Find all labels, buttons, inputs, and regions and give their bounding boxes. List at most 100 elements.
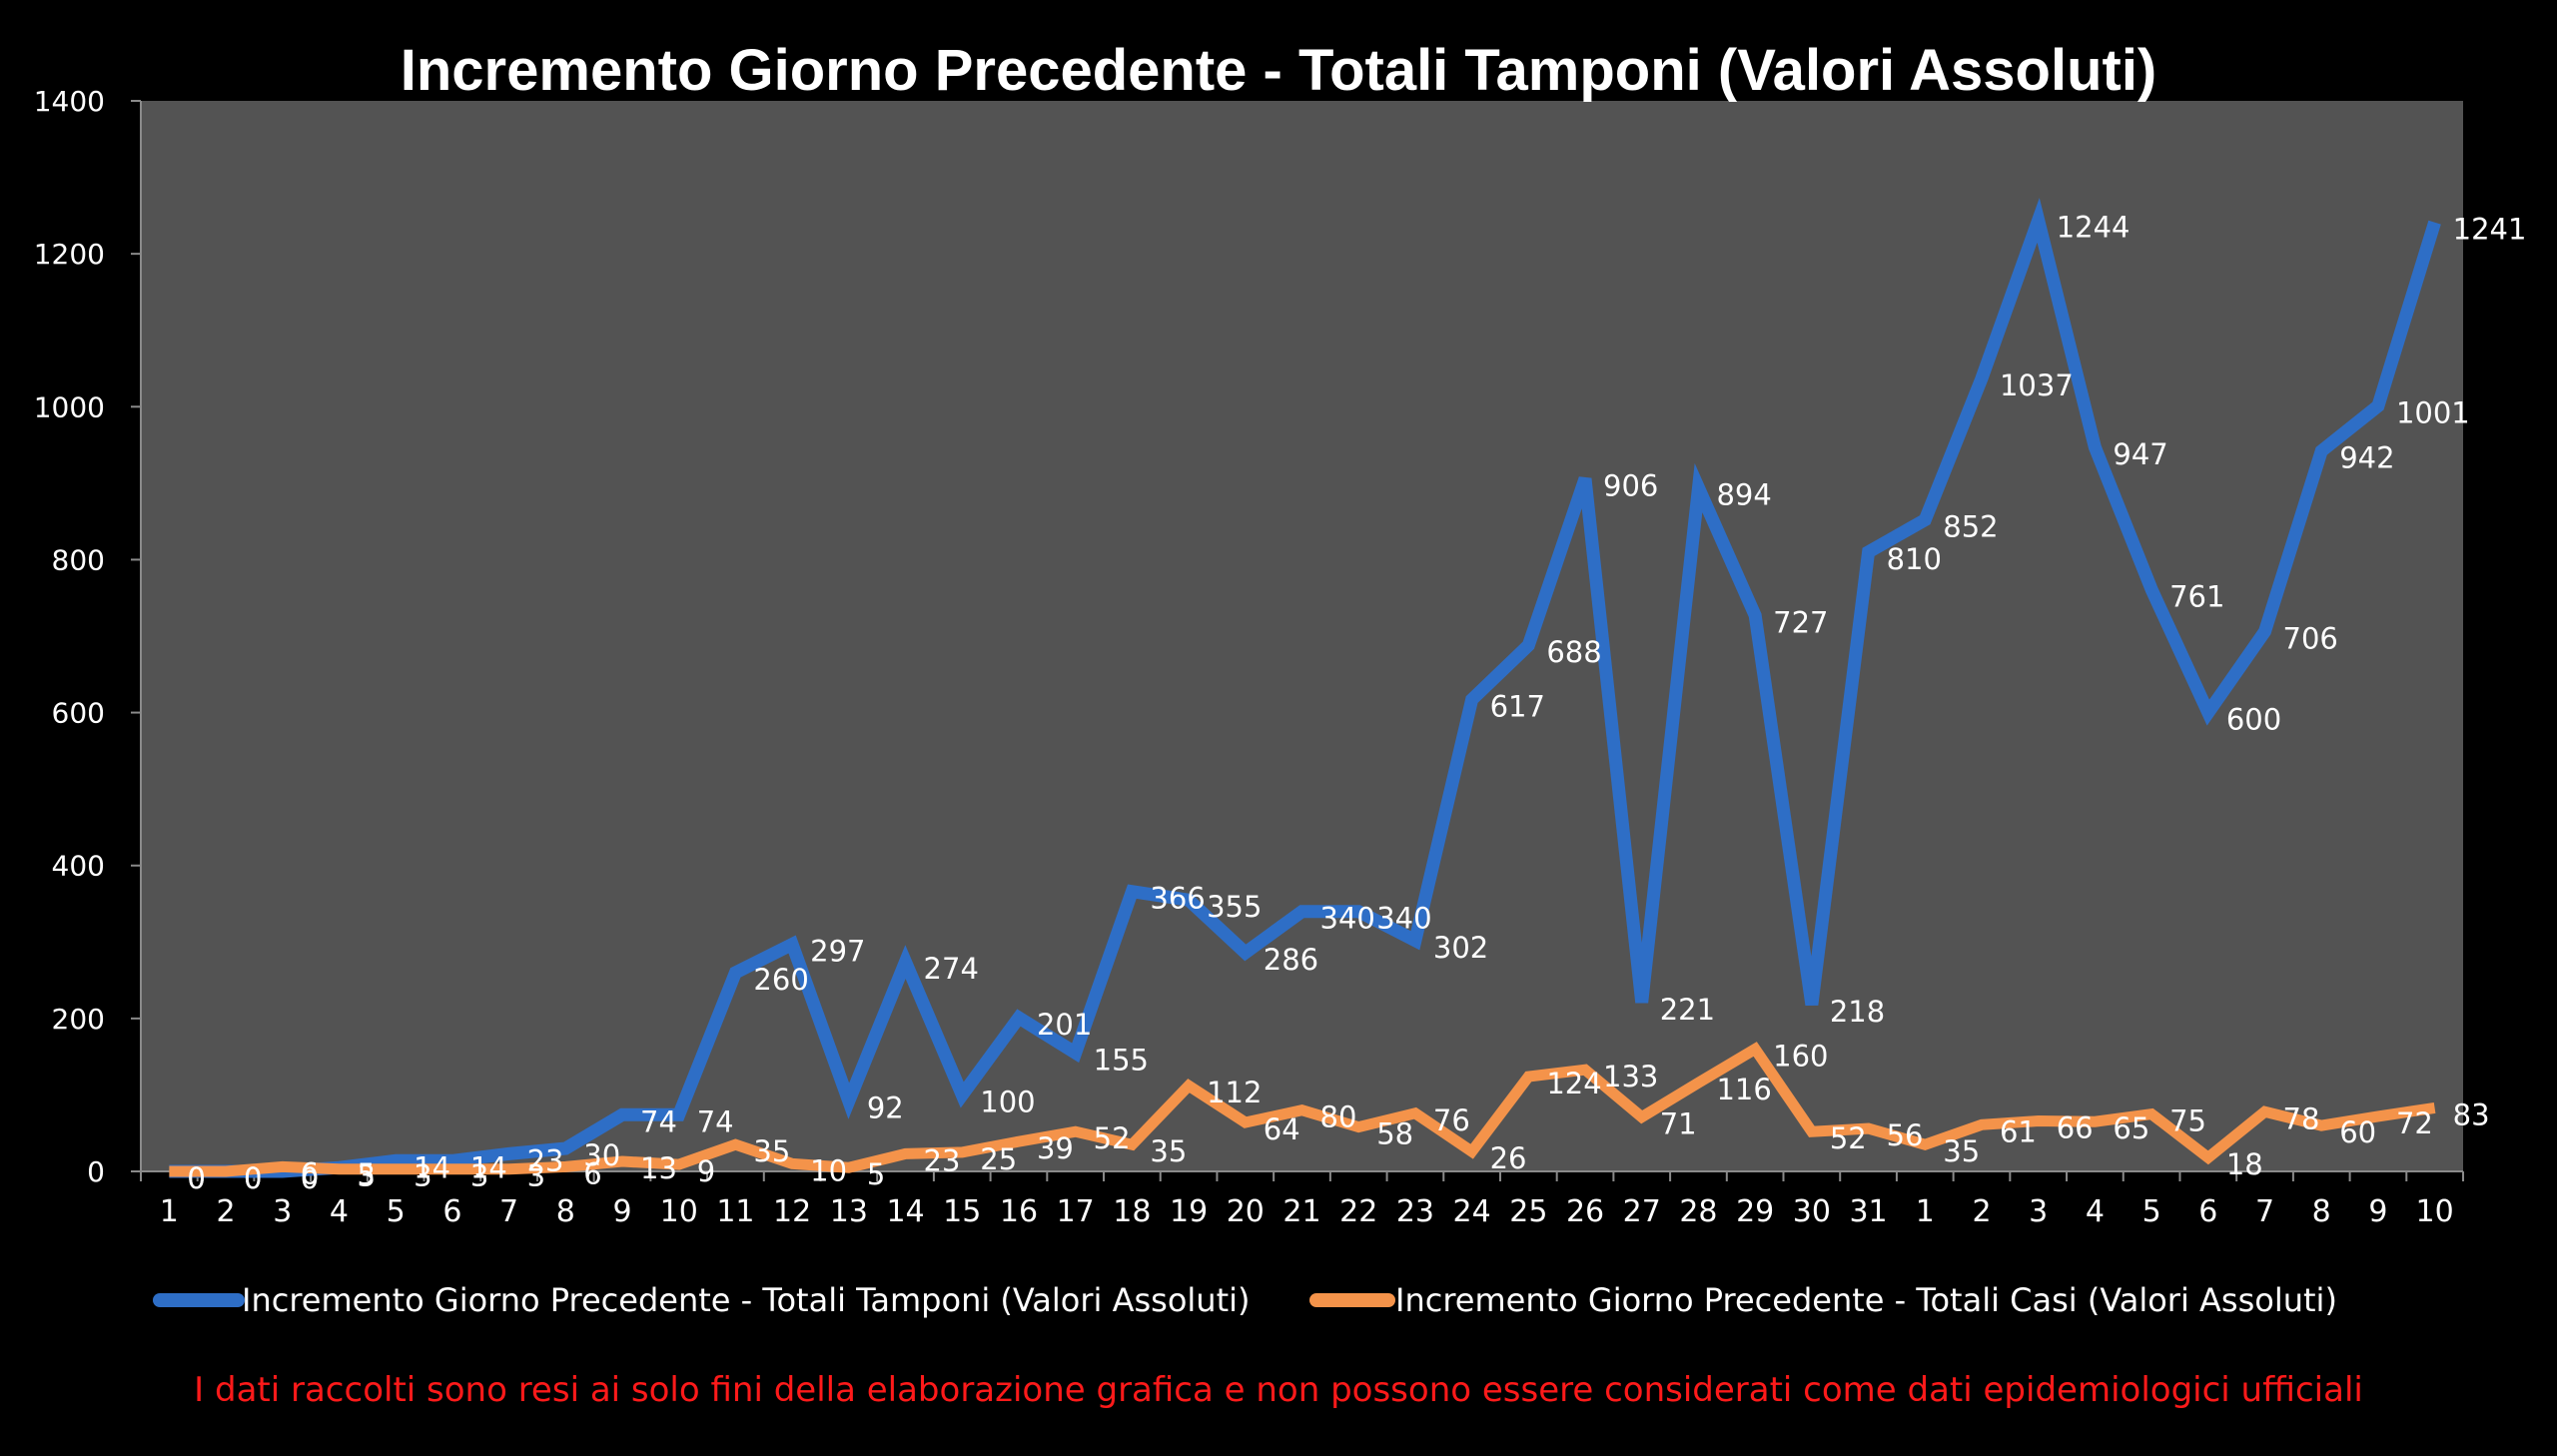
data-label-tamponi: 761 — [2169, 579, 2224, 613]
x-tick-label: 14 — [886, 1194, 924, 1229]
x-tick-label: 5 — [387, 1194, 406, 1229]
y-tick-label: 1200 — [34, 238, 105, 271]
y-axis: 0 200 400 600 800 1000 1200 1400 — [34, 85, 142, 1188]
y-tick-label: 800 — [52, 543, 105, 576]
data-label-casi: 83 — [2453, 1097, 2490, 1131]
data-label-casi: 72 — [2396, 1106, 2433, 1140]
series-lines — [169, 198, 2441, 1178]
x-tick-label: 20 — [1227, 1194, 1265, 1229]
data-label-tamponi: 155 — [1094, 1043, 1149, 1077]
data-label-casi: 3 — [527, 1159, 545, 1193]
legend-label-tamponi: Incremento Giorno Precedente - Totali Ta… — [242, 1281, 1251, 1319]
data-label-tamponi: 947 — [2113, 437, 2167, 471]
data-label-casi: 160 — [1773, 1039, 1828, 1073]
data-label-casi: 3 — [470, 1159, 488, 1193]
x-tick-label: 11 — [716, 1194, 754, 1229]
data-label-casi: 78 — [2283, 1101, 2320, 1135]
data-label-casi: 0 — [187, 1161, 205, 1195]
legend-label-casi: Incremento Giorno Precedente - Totali Ca… — [1395, 1281, 2337, 1319]
data-label-tamponi: 14 — [414, 1150, 450, 1184]
data-label-tamponi: 340 — [1320, 902, 1375, 936]
data-label-tamponi: 30 — [583, 1138, 620, 1172]
data-label-tamponi: 260 — [753, 963, 808, 997]
data-label-casi: 35 — [1943, 1134, 1980, 1168]
legend: Incremento Giorno Precedente - Totali Ta… — [153, 1281, 2337, 1319]
data-label-tamponi: 5 — [357, 1157, 375, 1191]
data-label-casi: 56 — [1887, 1118, 1924, 1152]
data-label-tamponi: 727 — [1773, 605, 1828, 639]
x-tick-label: 15 — [943, 1194, 981, 1229]
data-label-casi: 18 — [2226, 1147, 2263, 1181]
x-tick-label: 16 — [1000, 1194, 1038, 1229]
data-label-casi: 35 — [1150, 1134, 1187, 1168]
data-label-casi: 3 — [357, 1159, 375, 1193]
x-tick-label: 1 — [160, 1194, 179, 1229]
data-label-casi: 3 — [414, 1159, 431, 1193]
x-tick-label: 9 — [2368, 1194, 2387, 1229]
x-tick-label: 19 — [1170, 1194, 1208, 1229]
x-tick-label: 3 — [273, 1194, 292, 1229]
x-tick-label: 22 — [1339, 1194, 1377, 1229]
x-tick-label: 27 — [1623, 1194, 1661, 1229]
x-tick-label: 2 — [1972, 1194, 1991, 1229]
series-line-casi — [169, 1042, 2436, 1177]
data-label-tamponi: 906 — [1603, 468, 1658, 502]
data-label-casi: 116 — [1716, 1073, 1771, 1106]
data-label-tamponi: 894 — [1716, 477, 1771, 511]
y-tick-label: 200 — [52, 1003, 105, 1036]
x-tick-label: 7 — [2255, 1194, 2274, 1229]
y-tick-label: 1000 — [34, 390, 105, 423]
data-label-casi: 23 — [924, 1143, 961, 1177]
x-tick-label: 25 — [1509, 1194, 1547, 1229]
data-label-casi: 39 — [1037, 1131, 1074, 1165]
data-label-tamponi: 100 — [980, 1085, 1035, 1118]
x-axis: 1 2 3 4 5 6 7 8 9 10 11 12 13 14 15 16 17 18 19 20 21 22 23 24 2… — [140, 1170, 2464, 1229]
x-tick-label: 8 — [556, 1194, 575, 1229]
data-label-casi: 76 — [1433, 1103, 1470, 1137]
x-tick-label: 7 — [499, 1194, 518, 1229]
data-label-tamponi: 688 — [1546, 635, 1601, 669]
data-label-tamponi: 706 — [2283, 621, 2338, 655]
y-tick-label: 600 — [52, 697, 105, 730]
x-tick-label: 8 — [2312, 1194, 2331, 1229]
x-tick-label: 12 — [773, 1194, 811, 1229]
data-label-tamponi: 810 — [1887, 542, 1942, 576]
x-tick-label: 6 — [2198, 1194, 2217, 1229]
x-tick-label: 5 — [2142, 1194, 2161, 1229]
data-label-tamponi: 0 — [187, 1161, 205, 1195]
data-label-tamponi: 218 — [1830, 995, 1885, 1029]
data-label-casi: 112 — [1207, 1076, 1262, 1109]
y-tick-label: 400 — [52, 850, 105, 883]
x-tick-label: 28 — [1679, 1194, 1717, 1229]
x-tick-label: 31 — [1849, 1194, 1887, 1229]
x-tick-label: 10 — [2416, 1194, 2454, 1229]
data-label-casi: 6 — [301, 1156, 319, 1190]
data-label-tamponi: 274 — [924, 952, 979, 986]
data-label-tamponi: 366 — [1150, 882, 1205, 916]
series-line-tamponi — [169, 198, 2441, 1178]
data-label-casi: 13 — [640, 1151, 677, 1185]
x-tick-label: 2 — [217, 1194, 236, 1229]
data-label-casi: 25 — [980, 1142, 1017, 1176]
x-tick-label: 1 — [1916, 1194, 1935, 1229]
data-label-tamponi: 74 — [640, 1104, 677, 1138]
x-tick-label: 3 — [2029, 1194, 2048, 1229]
data-label-tamponi: 23 — [527, 1143, 564, 1177]
data-label-casi: 5 — [867, 1157, 885, 1191]
x-tick-label: 21 — [1282, 1194, 1320, 1229]
x-tick-label: 6 — [442, 1194, 461, 1229]
data-label-casi: 6 — [583, 1156, 601, 1190]
data-label-casi: 65 — [2113, 1111, 2149, 1145]
plot-area — [141, 101, 2463, 1171]
data-label-casi: 52 — [1094, 1121, 1131, 1155]
data-label-tamponi: 14 — [470, 1150, 507, 1184]
data-label-casi: 71 — [1660, 1107, 1697, 1141]
data-label-casi: 9 — [697, 1154, 715, 1188]
data-label-tamponi: 942 — [2339, 441, 2394, 475]
data-label-casi: 60 — [2339, 1115, 2376, 1149]
data-label-tamponi: 600 — [2226, 703, 2281, 737]
x-tick-label: 23 — [1396, 1194, 1434, 1229]
x-tick-label: 26 — [1566, 1194, 1604, 1229]
data-label-tamponi: 221 — [1660, 993, 1715, 1027]
